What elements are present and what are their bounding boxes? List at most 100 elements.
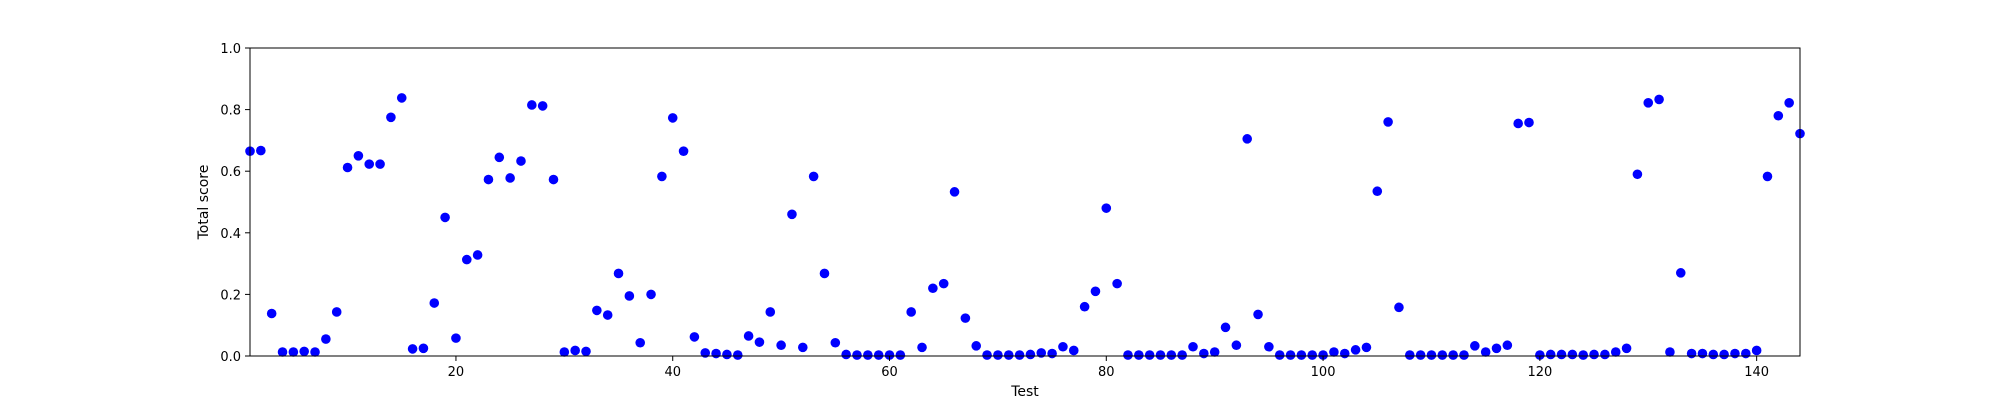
data-point	[1394, 302, 1404, 313]
data-point	[1036, 348, 1047, 358]
data-point	[418, 343, 429, 354]
data-point	[700, 348, 711, 358]
data-point	[960, 313, 971, 323]
data-point	[1123, 350, 1133, 360]
data-point	[277, 347, 288, 357]
data-point	[1209, 347, 1220, 357]
data-point	[1134, 350, 1144, 360]
data-point	[732, 350, 743, 360]
data-point	[505, 173, 515, 183]
data-point	[1491, 343, 1502, 354]
data-point	[353, 151, 364, 161]
y-tick-label: 0.6	[220, 165, 241, 180]
data-point	[1014, 350, 1025, 360]
data-point	[1307, 350, 1318, 360]
data-point	[689, 332, 700, 342]
data-point	[1719, 349, 1729, 360]
data-point	[1654, 94, 1664, 105]
data-point	[613, 268, 624, 279]
data-point	[364, 159, 375, 169]
data-point	[288, 347, 299, 357]
data-point	[1361, 342, 1372, 353]
data-point	[1166, 350, 1177, 360]
data-point	[1437, 350, 1448, 360]
data-point	[570, 345, 580, 356]
data-point	[917, 342, 927, 353]
data-point	[407, 344, 418, 354]
data-point	[1589, 349, 1599, 360]
data-point	[440, 212, 450, 223]
data-point	[472, 250, 483, 260]
data-point	[266, 308, 277, 319]
y-axis-ticks: 0.0 0.2 0.4 0.6 0.8 1.0	[220, 42, 250, 365]
data-point	[396, 93, 407, 103]
data-point	[743, 331, 754, 341]
data-point	[1610, 347, 1621, 357]
data-point	[483, 174, 494, 185]
data-point	[1231, 340, 1242, 351]
data-point	[331, 307, 342, 317]
data-point	[1762, 171, 1773, 182]
data-point	[1675, 268, 1686, 278]
data-point	[1090, 286, 1101, 297]
data-point	[1383, 117, 1393, 127]
data-point	[1708, 349, 1719, 360]
x-axis-label: Test	[1010, 384, 1039, 400]
data-point	[256, 145, 266, 156]
data-point	[1329, 347, 1339, 357]
data-point	[342, 162, 353, 173]
data-point	[949, 187, 960, 197]
y-tick-label: 1.0	[220, 42, 241, 57]
data-point	[1686, 348, 1697, 359]
data-points	[245, 93, 1805, 360]
data-point	[1567, 349, 1578, 360]
data-point	[429, 298, 440, 308]
data-point	[1144, 350, 1155, 360]
x-tick-label: 80	[1098, 365, 1115, 380]
data-point	[1350, 345, 1361, 355]
data-point	[841, 349, 851, 360]
data-point	[1415, 350, 1426, 360]
data-point	[1524, 117, 1534, 128]
data-point	[1556, 349, 1567, 360]
data-point	[1730, 348, 1740, 359]
data-point	[1112, 278, 1122, 289]
x-axis-ticks: 20 40 60 80 100 120 140	[448, 356, 1769, 380]
data-point	[375, 159, 385, 169]
data-point	[1665, 347, 1675, 357]
data-point	[1242, 134, 1253, 144]
data-point	[451, 333, 461, 343]
data-point	[1784, 98, 1794, 108]
data-point	[667, 113, 678, 123]
data-point	[928, 283, 938, 294]
data-point	[1578, 350, 1589, 360]
data-point	[797, 342, 808, 353]
data-point	[386, 112, 396, 123]
data-point	[1502, 340, 1513, 351]
data-point	[1404, 350, 1415, 360]
data-point	[1296, 350, 1307, 360]
data-point	[938, 278, 949, 289]
data-point	[310, 347, 320, 357]
data-point	[830, 337, 841, 348]
data-point	[494, 152, 505, 163]
data-point	[1285, 350, 1296, 360]
x-tick-label: 120	[1527, 365, 1552, 380]
data-point	[1199, 348, 1209, 359]
data-point	[1621, 343, 1632, 354]
data-point	[646, 289, 656, 300]
data-point	[1003, 350, 1014, 360]
data-point	[1372, 186, 1383, 197]
data-point	[1741, 348, 1751, 359]
data-point	[1318, 350, 1328, 360]
data-point	[1535, 350, 1545, 360]
data-point	[1339, 348, 1350, 359]
data-point	[1264, 341, 1274, 352]
data-point	[548, 174, 559, 185]
data-point	[1058, 341, 1068, 352]
data-point	[1068, 345, 1079, 356]
data-point	[1101, 203, 1112, 213]
data-point	[1545, 349, 1556, 360]
data-point	[711, 348, 721, 359]
data-point	[895, 350, 906, 360]
